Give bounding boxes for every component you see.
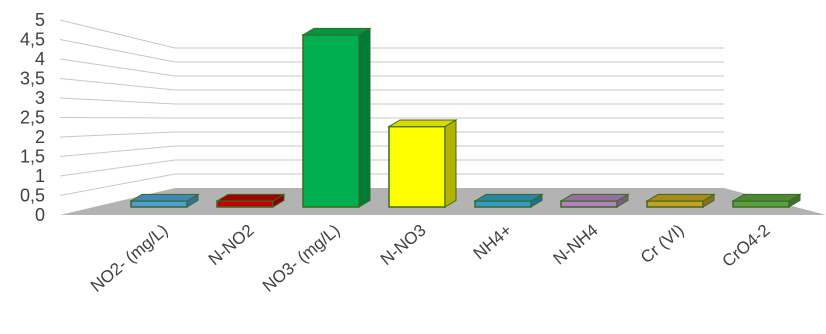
bar — [731, 193, 802, 208]
gridline-side — [59, 145, 176, 157]
bar-top — [731, 193, 802, 202]
bar — [129, 193, 200, 208]
bar-top — [215, 193, 286, 202]
y-tick-label: 1,5 — [20, 147, 45, 167]
x-tick-label: CrO4-2 — [719, 221, 774, 271]
gridline-side — [59, 173, 176, 196]
y-tick-label: 5 — [35, 10, 45, 30]
bar-front — [302, 34, 360, 208]
bar — [645, 193, 716, 208]
y-tick-label: 4,5 — [20, 30, 45, 50]
x-tick-label: NO2- (mg/L) — [87, 221, 172, 296]
x-tick-label: N-NO2 — [205, 221, 258, 270]
y-tick-label: 3 — [35, 88, 45, 108]
gridline-side — [59, 159, 176, 177]
y-tick-label: 4 — [35, 49, 45, 69]
gridline-side — [59, 78, 176, 91]
bar-front — [474, 200, 532, 208]
bar-side — [444, 119, 457, 208]
bar — [473, 193, 544, 208]
bar-front — [388, 125, 446, 208]
y-tick-label: 0 — [35, 205, 45, 225]
y-tick-label: 3,5 — [20, 69, 45, 89]
bar-top — [387, 119, 458, 128]
y-tick-label: 2,5 — [20, 108, 45, 128]
bar-front — [646, 200, 704, 208]
bar — [387, 119, 458, 208]
gridline-side — [59, 97, 176, 105]
bar-top — [129, 193, 200, 202]
bar-front — [560, 200, 618, 208]
bar-top — [559, 193, 630, 202]
bar-top — [301, 27, 372, 36]
bar — [301, 27, 372, 208]
bar-front — [130, 200, 188, 208]
x-tick-label: N-NO3 — [377, 221, 430, 270]
bar-top — [645, 193, 716, 202]
bar-front — [216, 200, 274, 208]
y-tick-label: 1 — [35, 166, 45, 186]
gridline-side — [59, 58, 176, 77]
x-tick-label: NO3- (mg/L) — [259, 221, 344, 296]
x-tick-label: N-NH4 — [550, 221, 602, 269]
y-tick-label: 0,5 — [20, 186, 45, 206]
gridline-side — [59, 19, 176, 49]
gridline-side — [59, 39, 176, 63]
x-tick-label: Cr (VI) — [637, 221, 688, 268]
bar-side — [358, 27, 371, 208]
bar-top — [473, 193, 544, 202]
x-tick-label: NH4+ — [470, 220, 516, 263]
bar — [215, 193, 286, 208]
gridline-side — [59, 131, 176, 138]
bar — [559, 193, 630, 208]
gridline-side — [59, 117, 176, 119]
y-tick-label: 2 — [35, 127, 45, 147]
bar-front — [732, 200, 790, 208]
